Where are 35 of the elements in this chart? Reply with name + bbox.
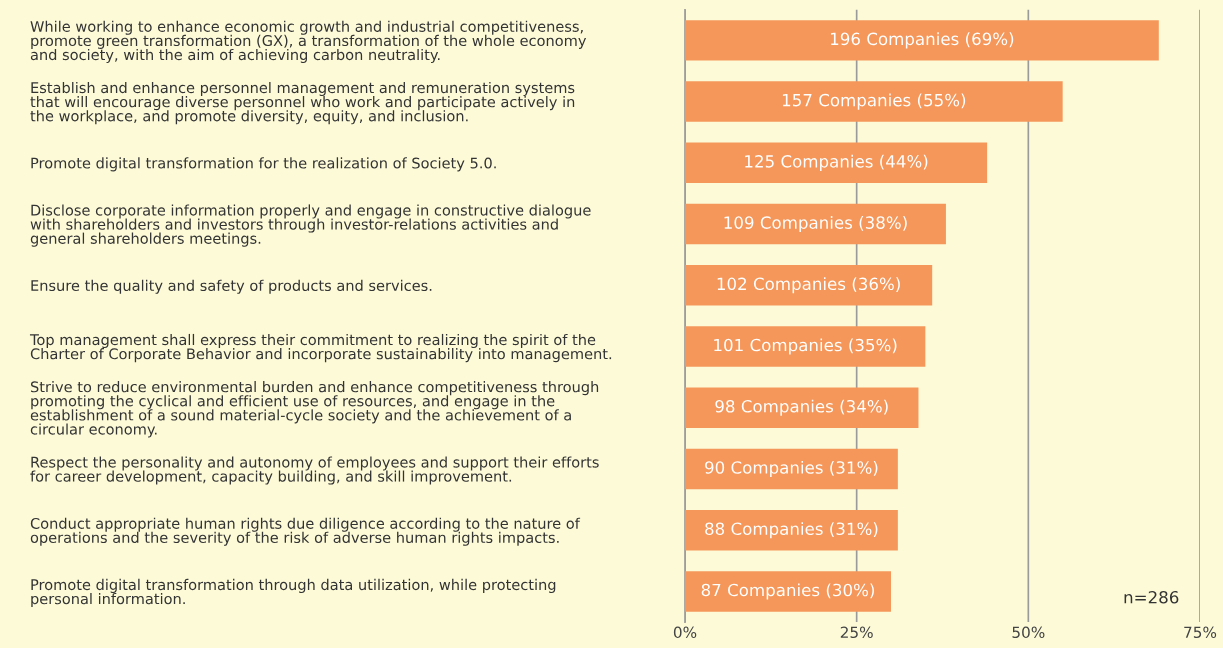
y-tick-label: Conduct appropriate human rights due diligence according to the nature of operations and the severity of the risk of adverse human rights impacts. <box>30 517 581 546</box>
data-label: 87 Companies (30%) <box>701 583 874 600</box>
data-label: 102 Companies (36%) <box>717 277 900 294</box>
bar <box>685 571 891 612</box>
y-tick-label: Establish and enhance personnel management and remuneration systems that will encourage diverse personnel who work and participate actively in the workplace, and promote diversity, equity, and inclusion. <box>30 81 575 125</box>
bar <box>685 448 898 490</box>
bar <box>685 387 919 428</box>
data-label: 88 Companies (31%) <box>705 522 878 539</box>
x-tick-label: 50% <box>1012 626 1045 639</box>
bar <box>685 142 988 184</box>
x-tick-label: 75% <box>1184 626 1217 639</box>
bar <box>685 81 1063 122</box>
data-label: 157 Companies (55%) <box>782 93 966 110</box>
data-label: 98 Companies (34%) <box>715 399 888 416</box>
y-tick-label: Ensure the quality and safety of products and services. <box>31 279 432 294</box>
data-label: 90 Companies (31%) <box>705 460 878 478</box>
data-label: 196 Companies (69%) <box>831 32 1014 49</box>
x-tick-label: 0% <box>673 626 697 639</box>
y-tick-label: Strive to reduce environmental burden and enhance competitiveness through promoting the cyclical and efficient use of resources, and engage in the establishment of a sound material-cycle society and the achievement of a circular economy. <box>30 381 599 438</box>
bar <box>685 326 926 367</box>
bar <box>685 203 946 245</box>
y-tick-label: Promote digital transformation for the realization of Society 5.0. <box>31 157 496 172</box>
x-tick-label: 25% <box>840 626 873 639</box>
bar <box>685 265 933 306</box>
data-label: 101 Companies (35%) <box>714 338 897 355</box>
data-label: 125 Companies (44%) <box>745 154 928 171</box>
bar <box>685 510 898 551</box>
data-label: 109 Companies (38%) <box>724 215 907 233</box>
y-tick-label: While working to enhance economic growth and industrial competitiveness, promote green transformation (GX), a transformation of the whole economy and society, with the aim of achieving carbon neutrality. <box>30 20 587 64</box>
y-tick-label: Disclose corporate information properly and engage in constructive dialogue with shareholders and investors through investor-relations activities and general shareholders meetings. <box>30 204 591 247</box>
y-tick-label: Respect the personality and autonomy of employees and support their efforts for career development, capacity building, and skill improvement. <box>30 456 599 485</box>
y-tick-label: Top management shall express their commitment to realizing the spirit of the Charter of Corporate Behavior and incorporate sustainability into management. <box>29 333 612 363</box>
y-tick-label: Promote digital transformation through data utilization, while protecting personal information. <box>31 578 556 608</box>
bar <box>685 20 1159 61</box>
annotation: n=286 <box>1124 590 1179 604</box>
